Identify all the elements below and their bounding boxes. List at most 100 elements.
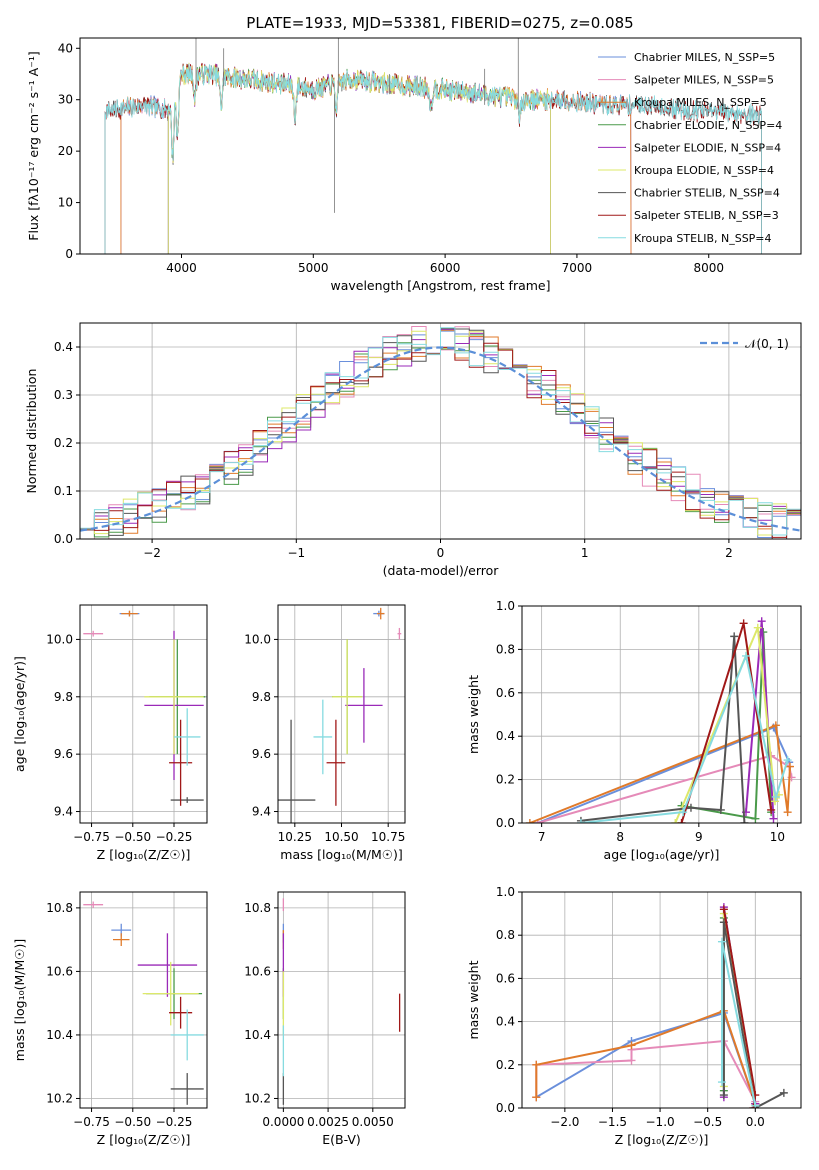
x-tick-label: 10.75 (371, 830, 405, 844)
weight-marker-5 (753, 623, 762, 632)
y-tick-label: 9.8 (54, 690, 73, 704)
spectrum-line-6 (104, 63, 762, 254)
plot-area (83, 610, 206, 806)
weight-line-1 (537, 754, 793, 823)
x-tick-label: 0.0 (746, 1115, 765, 1129)
weight-marker-8 (576, 819, 585, 823)
y-tick-label: 10.6 (46, 964, 73, 978)
plot-area (532, 903, 788, 1108)
x-tick-label: 7000 (562, 261, 593, 275)
mass-vs-metallicity-panel: −0.75 −0.50 −0.25 10.2 10.4 10.6 10.8 Z [log₁₀(… (12, 891, 208, 1147)
mass-vs-ebv-panel: 0.0000 0.0025 0.0050 10.2 10.4 10.6 10.8 E(B-V) (244, 891, 406, 1147)
y-tick-label: 10.0 (244, 632, 271, 646)
weight-marker-7 (677, 819, 686, 823)
legend-entry-0: Chabrier MILES, N_SSP=5 (634, 51, 775, 64)
y-tick-label: 10.8 (244, 901, 271, 915)
weight-marker-3 (751, 814, 760, 823)
weight-marker-8 (679, 808, 688, 817)
axes-frame (521, 605, 802, 824)
x-tick-label: 0.0025 (307, 1115, 349, 1129)
y-axis-label: mass weight (466, 675, 481, 754)
x-tick-label: 10.25 (278, 830, 312, 844)
x-tick-label: −0.75 (73, 1115, 110, 1129)
y-tick-label: 0.0 (496, 1101, 515, 1115)
legend-entry-2: Kroupa MILES, N_SSP=5 (634, 96, 767, 109)
x-tick-label: 10.50 (324, 830, 358, 844)
weight-marker-2 (783, 808, 792, 817)
spectrum-line-1 (120, 62, 632, 254)
y-tick-label: 9.4 (54, 805, 73, 819)
y-tick-label: 9.4 (252, 805, 271, 819)
y-tick-label: 10.2 (46, 1091, 73, 1105)
weight-marker-8 (741, 651, 750, 660)
legend-entry-4: Salpeter ELODIE, N_SSP=4 (634, 141, 781, 154)
normal-curve (80, 346, 801, 532)
x-tick-label: 8000 (693, 261, 724, 275)
x-tick-label: −1.5 (598, 1115, 627, 1129)
y-tick-label: 10.4 (244, 1028, 271, 1042)
y-axis-label: mass weight (466, 960, 481, 1039)
weight-marker-2 (627, 1041, 636, 1050)
legend-entry-6: Chabrier STELIB, N_SSP=4 (634, 187, 780, 200)
weight-marker-5 (771, 797, 780, 806)
x-axis-label: age [log₁₀(age/yr)] (604, 847, 720, 862)
y-tick-label: 0.6 (496, 971, 515, 985)
y-tick-label: 1.0 (496, 885, 515, 899)
spectrum-line-0 (120, 63, 632, 254)
plot-area (525, 617, 796, 823)
x-tick-label: 0 (437, 546, 445, 560)
y-axis-label: age [log₁₀(age/yr)] (12, 656, 27, 772)
axes-frame (79, 891, 208, 1109)
y-axis-label: Normed distribution (24, 369, 39, 494)
y-tick-label: 10.4 (46, 1028, 73, 1042)
axes-frame (277, 891, 406, 1109)
x-tick-label: 0.0050 (352, 1115, 394, 1129)
age-vs-metallicity-panel: −0.75 −0.50 −0.25 9.4 9.6 9.8 10.0 Z [log₁₀(Z/Z… (12, 604, 208, 862)
y-tick-label: 0.0 (54, 532, 73, 546)
x-tick-label: −0.5 (693, 1115, 722, 1129)
x-axis-label: Z [log₁₀(Z/Z☉)] (97, 1132, 191, 1147)
weight-line-5 (674, 627, 780, 823)
y-tick-label: 0 (65, 247, 73, 261)
x-tick-label: 5000 (298, 261, 329, 275)
x-tick-label: −0.75 (73, 830, 110, 844)
weight-line-7 (680, 623, 773, 823)
x-tick-label: 7 (538, 830, 546, 844)
x-tick-label: −2.0 (550, 1115, 579, 1129)
y-tick-label: 0.1 (54, 484, 73, 498)
axes-frame (79, 604, 208, 824)
y-tick-label: 9.6 (252, 747, 271, 761)
weight-marker-6 (779, 1088, 788, 1097)
y-tick-label: 0.2 (496, 773, 515, 787)
axes-frame (79, 37, 802, 255)
plot-area (83, 901, 204, 1105)
weight-marker-4 (757, 617, 766, 626)
x-axis-label: E(B-V) (322, 1132, 361, 1147)
x-tick-label: 8 (616, 830, 624, 844)
x-tick-label: 9 (695, 830, 703, 844)
y-tick-label: 0.8 (496, 928, 515, 942)
y-tick-label: 0.3 (54, 388, 73, 402)
x-tick-label: 4000 (166, 261, 197, 275)
weight-line-2 (529, 723, 791, 823)
figure-title: PLATE=1933, MJD=53381, FIBERID=0275, z=0… (246, 14, 633, 32)
histogram-8 (80, 327, 801, 536)
spectrum-panel: 4000 5000 6000 7000 8000 0 10 20 30 40 wavelength … (26, 37, 802, 293)
weight-marker-1 (627, 1056, 636, 1065)
weight-marker-7 (767, 805, 776, 814)
plot-area (104, 38, 762, 254)
legend-entry-5: Kroupa ELODIE, N_SSP=4 (634, 164, 774, 177)
y-tick-label: 0.2 (54, 436, 73, 450)
x-tick-label: 1 (581, 546, 589, 560)
y-axis-label: Flux [fλ10⁻¹⁷ erg cm⁻² s⁻¹ A⁻¹] (26, 51, 41, 240)
weight-vs-age-panel: 7 8 9 10 0.0 0.2 0.4 0.6 0.8 1.0 age [log₁₀(age/yr… (466, 599, 802, 862)
y-axis-label: mass [log₁₀(M/M☉)] (12, 939, 27, 1061)
y-tick-label: 0.4 (496, 1015, 515, 1029)
spectrum-line-2 (120, 64, 632, 254)
weight-marker-2 (532, 1060, 541, 1069)
y-tick-label: 0.8 (496, 642, 515, 656)
legend-entry-7: Salpeter STELIB, N_SSP=3 (634, 209, 779, 222)
weight-marker-6 (740, 819, 749, 823)
y-tick-label: 10 (58, 196, 73, 210)
